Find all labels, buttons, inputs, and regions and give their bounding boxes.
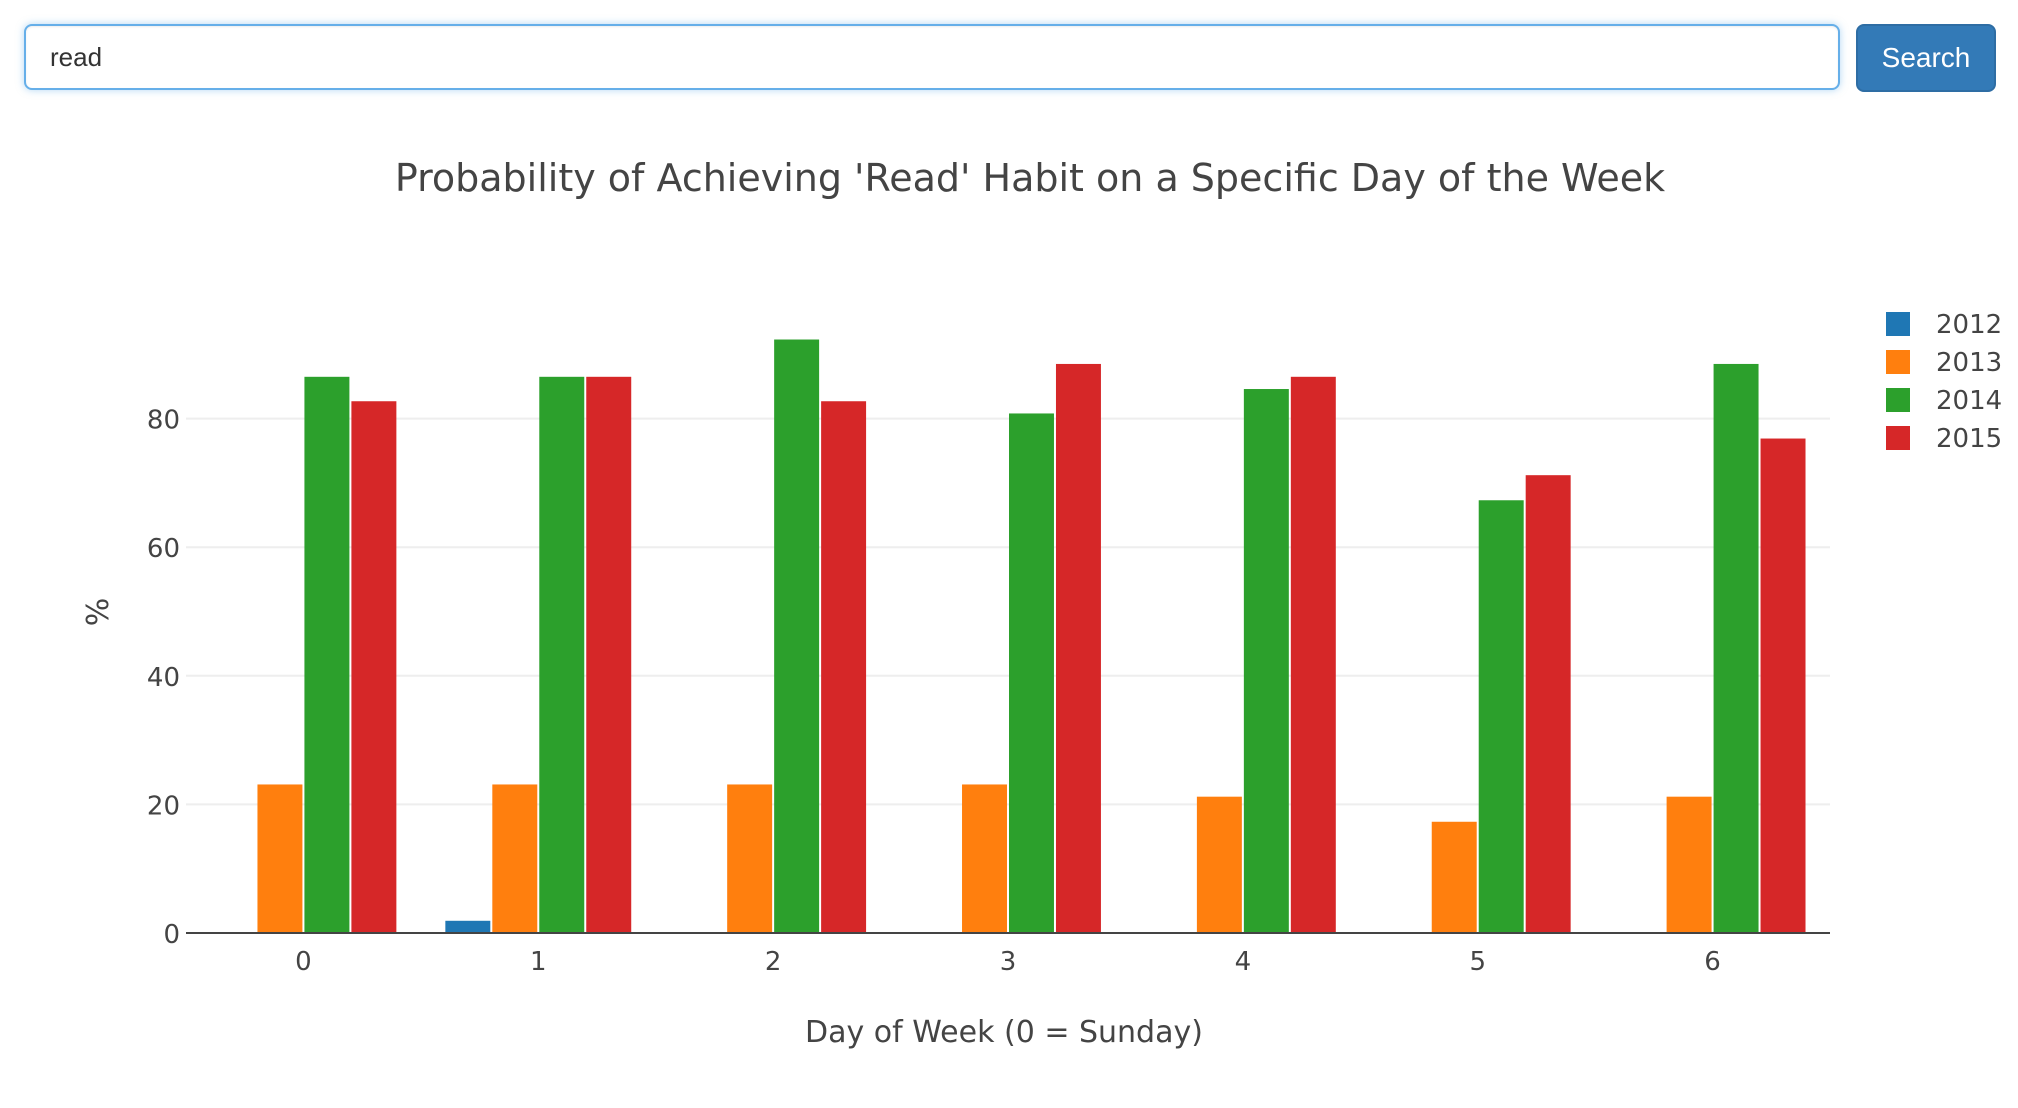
- y-axis-ticks: 0 20 40 60 80: [147, 406, 180, 950]
- y-tick-label: 60: [147, 534, 180, 564]
- bar-2015-day-5: [1525, 475, 1571, 933]
- bars: [257, 339, 1806, 934]
- legend-swatch-2015: [1886, 426, 1910, 450]
- y-tick-label: 80: [147, 406, 180, 436]
- bar-2014-day-6: [1713, 363, 1759, 933]
- x-tick-label: 2: [765, 947, 782, 977]
- bar-2014-day-3: [1009, 413, 1054, 933]
- x-axis-ticks: 0 1 2 3 4 5 6: [295, 947, 1721, 977]
- bar-2015-day-4: [1290, 376, 1336, 933]
- x-axis-label: Day of Week (0 = Sunday): [805, 1015, 1203, 1050]
- x-tick-label: 6: [1704, 947, 1721, 977]
- x-tick-label: 3: [1000, 947, 1017, 977]
- legend-swatch-2012: [1886, 312, 1910, 336]
- gridlines: [186, 417, 1830, 806]
- bar-2014-day-0: [304, 376, 350, 933]
- bar-2013-day-6: [1666, 796, 1712, 933]
- bar-chart: Probability of Achieving 'Read' Habit on…: [81, 156, 2002, 1050]
- bar-2014-day-2: [774, 339, 820, 933]
- y-axis-label: %: [81, 598, 116, 627]
- bar-2014-day-4: [1243, 389, 1289, 934]
- bar-2013-day-2: [727, 784, 773, 933]
- y-tick-label: 40: [147, 663, 180, 693]
- chart-title: Probability of Achieving 'Read' Habit on…: [395, 156, 1665, 200]
- bar-2013-day-1: [492, 784, 538, 933]
- legend: 2012 2013 2014 2015: [1886, 310, 2002, 454]
- search-input[interactable]: [24, 24, 1840, 90]
- bar-2015-day-6: [1760, 438, 1806, 933]
- x-tick-label: 1: [530, 947, 547, 977]
- bar-2015-day-2: [821, 401, 867, 933]
- legend-label-2012: 2012: [1936, 310, 2002, 340]
- bar-2013-day-3: [962, 784, 1007, 933]
- search-bar: Search: [24, 24, 2000, 94]
- bar-2013-day-4: [1196, 796, 1242, 933]
- legend-label-2014: 2014: [1936, 386, 2002, 416]
- bar-2014-day-1: [539, 376, 585, 933]
- bar-2015-day-3: [1055, 363, 1101, 933]
- bar-2013-day-0: [257, 784, 303, 933]
- search-button[interactable]: Search: [1856, 24, 1996, 92]
- legend-label-2013: 2013: [1936, 348, 2002, 378]
- x-tick-label: 4: [1235, 947, 1252, 977]
- legend-swatch-2014: [1886, 388, 1910, 412]
- y-tick-label: 0: [163, 920, 180, 950]
- legend-swatch-2013: [1886, 350, 1910, 374]
- bar-2013-day-5: [1431, 821, 1477, 933]
- x-tick-label: 5: [1469, 947, 1486, 977]
- bar-2012-day-1: [445, 920, 491, 933]
- bar-2015-day-0: [351, 401, 397, 933]
- bar-2015-day-1: [586, 376, 632, 933]
- y-tick-label: 20: [147, 791, 180, 821]
- x-tick-label: 0: [295, 947, 312, 977]
- legend-label-2015: 2015: [1936, 424, 2002, 454]
- bar-2014-day-5: [1478, 500, 1524, 933]
